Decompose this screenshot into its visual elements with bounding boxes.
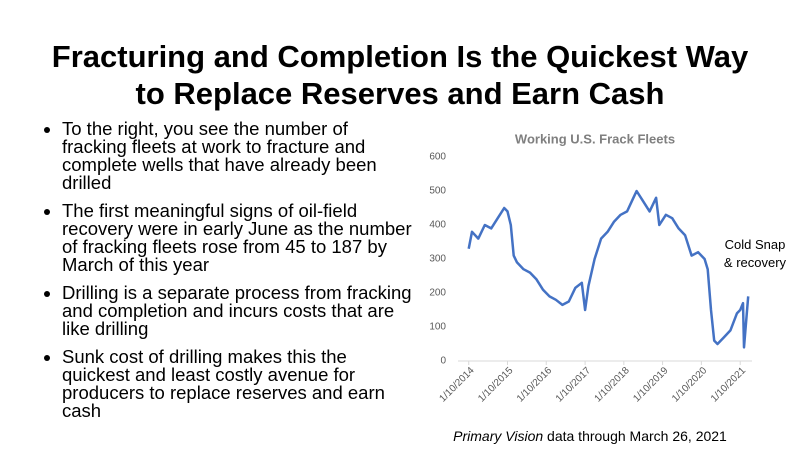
x-tick-label: 1/10/2015 <box>476 365 516 405</box>
bullet: To the right, you see the number of frac… <box>62 119 412 192</box>
data-line <box>467 189 750 349</box>
bullet: Drilling is a separate process from frac… <box>62 283 412 338</box>
chart-title: Working U.S. Frack Fleets <box>515 131 675 146</box>
slide-title: Fracturing and Completion Is the Quickes… <box>51 39 749 111</box>
x-tick-label: 1/10/2014 <box>437 365 477 405</box>
bullet: Sunk cost of drilling makes this the qui… <box>62 347 412 420</box>
bullet-list: To the right, you see the number of frac… <box>40 119 412 430</box>
bullet: The first meaningful signs of oil-field … <box>62 201 412 274</box>
footer-text: data through March 26, 2021 <box>547 428 727 444</box>
y-tick-label: 200 <box>429 288 446 299</box>
x-tick-label: 1/10/2021 <box>709 365 749 405</box>
x-tick-label: 1/10/2018 <box>593 365 633 405</box>
annotation: Cold Snap & recovery <box>723 237 787 270</box>
x-tick-label: 1/10/2019 <box>631 365 671 405</box>
y-tick-label: 600 <box>429 152 446 163</box>
y-tick-label: 400 <box>429 220 446 231</box>
y-tick-label: 300 <box>429 254 446 265</box>
footer: Primary Vision data through March 26, 20… <box>380 428 800 444</box>
source: Primary Vision <box>453 428 544 444</box>
y-tick-label: 0 <box>440 356 446 367</box>
x-tick-label: 1/10/2017 <box>554 365 594 405</box>
y-tick-label: 500 <box>429 186 446 197</box>
y-tick-label: 100 <box>429 322 446 333</box>
x-tick-label: 1/10/2016 <box>515 365 555 405</box>
x-tick-label: 1/10/2020 <box>670 365 710 405</box>
